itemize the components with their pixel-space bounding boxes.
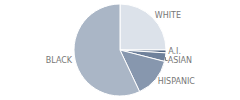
svg-text:A.I.: A.I. [168, 47, 181, 56]
svg-text:HISPANIC: HISPANIC [158, 77, 196, 86]
svg-text:BLACK: BLACK [46, 56, 73, 65]
svg-text:ASIAN: ASIAN [168, 56, 192, 65]
svg-text:WHITE: WHITE [155, 11, 181, 20]
